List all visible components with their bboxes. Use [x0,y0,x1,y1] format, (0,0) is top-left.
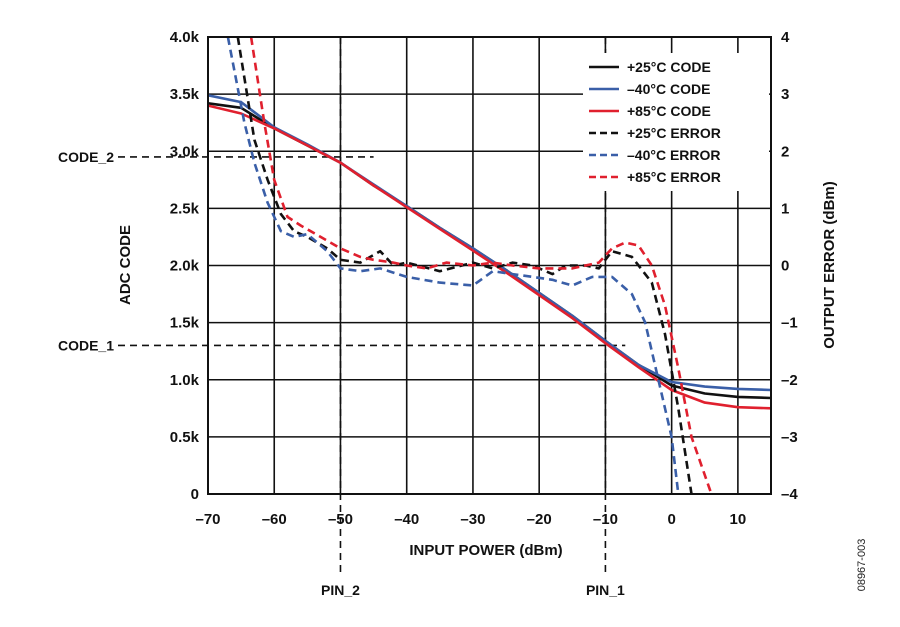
annotation-label: CODE_2 [58,149,114,165]
series-lines [208,37,771,494]
y2-tick-label: –1 [781,315,798,332]
annotation-labels: CODE_2 CODE_1 PIN_2 PIN_1 [58,149,625,598]
annotation-label: PIN_2 [321,582,360,598]
y-axis-title: ADC CODE [117,225,134,305]
legend-label: –40°C CODE [627,81,710,97]
plot-frame [207,36,772,495]
y-tick-label: 0 [191,486,199,503]
x-tick-label: –30 [460,511,485,528]
y2-tick-label: –3 [781,429,798,446]
y2-tick-label: 1 [781,200,789,217]
legend-label: +25°C CODE [627,59,711,75]
y-tick-label: 1.0k [170,372,200,389]
x-tick-label: –70 [195,511,220,528]
y2-tick-label: –4 [781,486,798,503]
x-tick-label: –20 [527,511,552,528]
series-line [236,37,693,494]
legend: +25°C CODE –40°C CODE +85°C CODE +25°C ERRO… [589,59,721,185]
x-axis-title: INPUT POWER (dBm) [409,542,562,559]
legend-label: +85°C ERROR [627,169,721,185]
y-tick-label: 0.5k [170,429,200,446]
y2-tick-label: 0 [781,258,789,275]
y2-tick-label: 4 [781,29,790,46]
y2-tick-label: 3 [781,86,789,103]
x-tick-label: 10 [730,511,747,528]
y2-tick-label: 2 [781,143,789,160]
series-line [249,37,713,494]
x-tick-label: –50 [328,511,353,528]
y-tick-label: 2.5k [170,200,200,217]
legend-label: +25°C ERROR [627,125,721,141]
y-tick-label: 4.0k [170,29,200,46]
y-tick-label: 3.0k [170,143,200,160]
annotation-label: PIN_1 [586,582,625,598]
x-tick-label: –60 [262,511,287,528]
y-tick-label: 1.5k [170,315,200,332]
y-tick-label: 3.5k [170,86,200,103]
legend-label: –40°C ERROR [627,147,721,163]
tick-labels: –70 –60 –50 –40 –30 –20 –10 0 1000.5k1.0k1.5k2.0… [170,29,799,528]
figure-id: 08967-003 [856,539,868,592]
y-tick-label: 2.0k [170,258,200,275]
legend-label: +85°C CODE [627,103,711,119]
series-line [208,104,771,410]
series-line [226,37,680,494]
annotation-label: CODE_1 [58,337,114,353]
legend-background [583,53,769,191]
x-tick-label: –10 [593,511,618,528]
x-tick-label: –40 [394,511,419,528]
y2-axis-title: OUTPUT ERROR (dBm) [821,181,838,349]
y2-tick-label: –2 [781,372,798,389]
x-tick-label: 0 [667,511,675,528]
